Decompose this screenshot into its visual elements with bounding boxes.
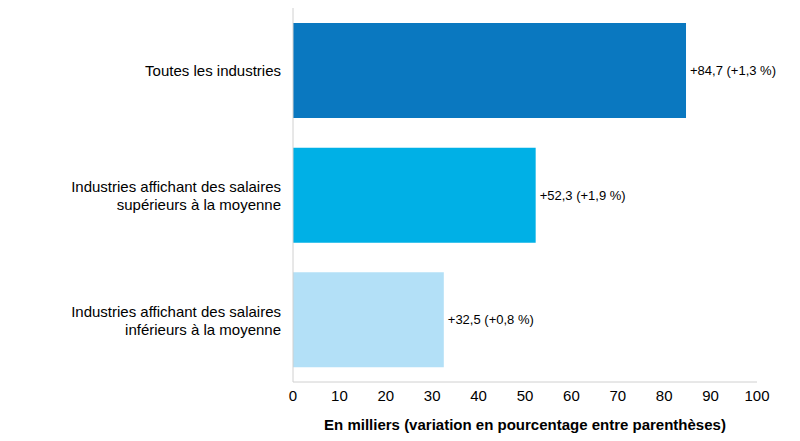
svg-text:Industries affichant des salai: Industries affichant des salairesinférie…: [71, 302, 281, 337]
svg-text:Toutes les industries: Toutes les industries: [145, 62, 281, 79]
svg-text:90: 90: [702, 387, 719, 404]
svg-text:60: 60: [563, 387, 580, 404]
svg-text:70: 70: [609, 387, 626, 404]
svg-text:+52,3 (+1,9 %): +52,3 (+1,9 %): [540, 188, 626, 203]
svg-text:40: 40: [470, 387, 487, 404]
svg-text:80: 80: [656, 387, 673, 404]
svg-text:10: 10: [331, 387, 348, 404]
svg-text:+84,7 (+1,3 %): +84,7 (+1,3 %): [690, 63, 776, 78]
svg-text:0: 0: [289, 387, 297, 404]
svg-text:100: 100: [744, 387, 769, 404]
svg-text:En milliers (variation en pour: En milliers (variation en pourcentage en…: [324, 416, 726, 433]
svg-text:+32,5 (+0,8 %): +32,5 (+0,8 %): [448, 312, 534, 327]
svg-text:30: 30: [424, 387, 441, 404]
svg-text:20: 20: [377, 387, 394, 404]
svg-text:Industries affichant des salai: Industries affichant des salairessupérie…: [71, 178, 281, 213]
svg-text:50: 50: [517, 387, 534, 404]
